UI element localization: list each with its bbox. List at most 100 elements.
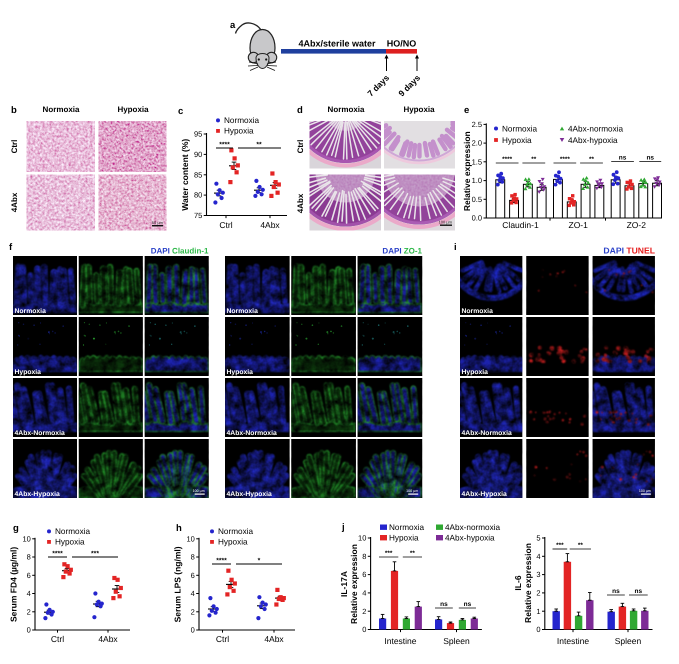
- svg-text:2: 2: [27, 607, 31, 616]
- svg-text:4Abx: 4Abx: [264, 634, 284, 644]
- svg-text:Hypoxia: Hypoxia: [403, 105, 435, 114]
- svg-text:4Abx-Normoxia: 4Abx-Normoxia: [227, 430, 277, 437]
- svg-text:4Abx-Normoxia: 4Abx-Normoxia: [15, 430, 65, 437]
- svg-text:9 days: 9 days: [396, 72, 422, 98]
- svg-text:75: 75: [194, 211, 202, 220]
- svg-text:DAPI TUNEL: DAPI TUNEL: [603, 246, 655, 256]
- svg-text:100 µm: 100 µm: [406, 489, 418, 493]
- svg-text:**: **: [410, 550, 415, 557]
- svg-text:Hypoxia: Hypoxia: [389, 534, 419, 543]
- svg-text:10: 10: [358, 534, 366, 543]
- svg-text:2: 2: [536, 589, 540, 598]
- svg-text:50 µm: 50 µm: [152, 220, 164, 225]
- svg-text:Ctrl: Ctrl: [216, 634, 229, 644]
- svg-text:Relative expression: Relative expression: [523, 543, 533, 623]
- svg-text:Water content (%): Water content (%): [180, 139, 190, 211]
- svg-text:4Abx-Hypoxia: 4Abx-Hypoxia: [462, 491, 508, 498]
- svg-text:6: 6: [27, 571, 31, 580]
- svg-text:Normoxia: Normoxia: [15, 308, 47, 315]
- svg-text:2: 2: [362, 607, 366, 616]
- svg-text:1: 1: [536, 607, 540, 616]
- svg-text:4Abx: 4Abx: [296, 193, 305, 213]
- svg-text:Hypoxia: Hypoxia: [502, 136, 532, 145]
- svg-text:4Abx-Hypoxia: 4Abx-Hypoxia: [227, 491, 273, 498]
- svg-text:g: g: [13, 523, 19, 534]
- svg-text:Normoxia: Normoxia: [227, 308, 259, 315]
- svg-text:7 days: 7 days: [365, 72, 391, 98]
- svg-text:85: 85: [194, 170, 202, 179]
- svg-text:****: ****: [560, 156, 570, 163]
- svg-text:**: **: [256, 142, 262, 149]
- svg-text:0: 0: [27, 626, 31, 635]
- svg-text:Serum FD4 (µg/ml): Serum FD4 (µg/ml): [9, 547, 19, 622]
- svg-text:ns: ns: [646, 155, 654, 162]
- svg-text:b: b: [11, 105, 17, 116]
- svg-text:Ctrl: Ctrl: [51, 634, 64, 644]
- svg-text:Normoxia: Normoxia: [224, 116, 259, 125]
- svg-text:80: 80: [194, 191, 202, 200]
- svg-text:1.5: 1.5: [472, 157, 482, 166]
- svg-text:****: ****: [219, 142, 230, 149]
- svg-text:4Abx: 4Abx: [260, 220, 280, 230]
- svg-text:DAPI ZO-1: DAPI ZO-1: [382, 247, 422, 256]
- svg-text:Hypoxia: Hypoxia: [55, 538, 85, 547]
- svg-text:**: **: [531, 156, 536, 163]
- svg-text:Hypoxia: Hypoxia: [462, 369, 489, 376]
- svg-text:d: d: [297, 105, 303, 116]
- svg-text:ns: ns: [619, 155, 627, 162]
- svg-text:6: 6: [191, 571, 195, 580]
- svg-text:IL-17A: IL-17A: [339, 571, 349, 597]
- svg-text:4Abx-normoxia: 4Abx-normoxia: [568, 124, 624, 133]
- svg-text:f: f: [9, 242, 13, 253]
- svg-text:Claudin-1: Claudin-1: [502, 220, 539, 230]
- svg-text:ZO-1: ZO-1: [569, 220, 589, 230]
- svg-text:4Abx: 4Abx: [98, 634, 118, 644]
- svg-text:4: 4: [191, 589, 195, 598]
- svg-text:Normoxia: Normoxia: [502, 124, 537, 133]
- svg-text:Normoxia: Normoxia: [462, 308, 494, 315]
- svg-text:2.5: 2.5: [472, 120, 482, 129]
- svg-text:ZO-2: ZO-2: [627, 220, 647, 230]
- svg-text:Normoxia: Normoxia: [389, 523, 424, 532]
- svg-text:Hypoxia: Hypoxia: [227, 369, 254, 376]
- svg-text:4: 4: [362, 589, 366, 598]
- svg-text:Normoxia: Normoxia: [218, 527, 253, 536]
- svg-text:4Abx/sterile water: 4Abx/sterile water: [298, 39, 376, 49]
- svg-text:4: 4: [27, 589, 31, 598]
- svg-text:c: c: [178, 106, 183, 117]
- svg-text:4Abx-hypoxia: 4Abx-hypoxia: [445, 534, 495, 543]
- svg-text:*: *: [258, 558, 261, 565]
- svg-text:Hypoxia: Hypoxia: [218, 538, 248, 547]
- svg-text:i: i: [454, 242, 457, 253]
- svg-text:***: ***: [556, 542, 564, 549]
- svg-text:6: 6: [362, 570, 366, 579]
- svg-text:**: **: [578, 542, 583, 549]
- svg-text:4Abx-Normoxia: 4Abx-Normoxia: [462, 430, 512, 437]
- svg-text:Hypoxia: Hypoxia: [15, 369, 42, 376]
- svg-text:Normoxia: Normoxia: [55, 527, 90, 536]
- svg-text:4: 4: [536, 552, 540, 561]
- svg-text:ns: ns: [635, 588, 643, 595]
- svg-text:4Abx: 4Abx: [10, 192, 19, 212]
- svg-text:90: 90: [194, 150, 202, 159]
- svg-text:4Abx-hypoxia: 4Abx-hypoxia: [568, 136, 618, 145]
- svg-text:95: 95: [194, 130, 202, 139]
- svg-text:**: **: [589, 156, 594, 163]
- svg-text:ns: ns: [464, 601, 472, 608]
- svg-text:e: e: [464, 105, 469, 116]
- svg-text:Ctrl: Ctrl: [219, 220, 232, 230]
- svg-text:Hypoxia: Hypoxia: [117, 105, 149, 114]
- svg-text:Relative expression: Relative expression: [349, 544, 359, 624]
- svg-text:8: 8: [27, 553, 31, 562]
- svg-text:***: ***: [91, 551, 99, 558]
- svg-text:0: 0: [191, 626, 195, 635]
- svg-text:4Abx-Hypoxia: 4Abx-Hypoxia: [15, 491, 61, 498]
- svg-text:10: 10: [22, 534, 30, 543]
- svg-text:0.5: 0.5: [472, 195, 482, 204]
- svg-text:DAPI Claudin-1: DAPI Claudin-1: [151, 247, 209, 256]
- svg-text:2: 2: [191, 607, 195, 616]
- svg-text:****: ****: [502, 156, 512, 163]
- svg-text:2.0: 2.0: [472, 139, 482, 148]
- svg-text:Spleen: Spleen: [443, 636, 470, 646]
- svg-text:100 µm: 100 µm: [439, 220, 453, 225]
